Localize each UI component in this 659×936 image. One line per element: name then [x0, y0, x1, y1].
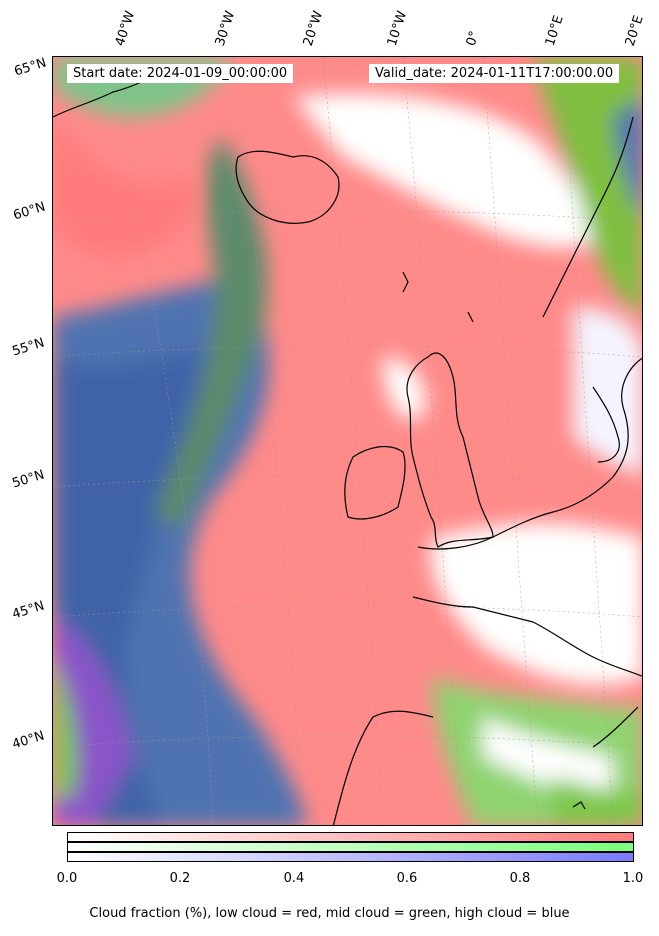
lon-label-30w: 30°W [212, 9, 239, 48]
colorbar-tick-2: 0.4 [283, 871, 305, 886]
mid-cloud-mediterranean [553, 777, 642, 825]
lat-label-60n: 60°N [11, 199, 48, 224]
lat-label-50n: 50°N [10, 467, 47, 492]
valid-date-label: Valid_date: 2024-01-11T17:00:00.00 [369, 64, 620, 83]
iberia-east-coast [592, 706, 639, 748]
mid-cloud-southwest [53, 657, 77, 797]
colorbar-high-cloud [67, 852, 634, 862]
low-cloud-west [53, 117, 195, 257]
lon-label-20e: 20°E [622, 13, 647, 49]
colorbar-tick-5: 1.0 [622, 871, 644, 886]
lon-label-0: 0° [463, 29, 483, 48]
colorbar-caption: Cloud fraction (%), low cloud = red, mid… [89, 906, 570, 921]
colorbar-tick-4: 0.8 [509, 871, 531, 886]
iceland-coast [235, 150, 340, 224]
lat-label-45n: 45°N [10, 598, 47, 623]
colorbar-tick-3: 0.6 [396, 871, 418, 886]
mid-cloud-band [153, 137, 268, 527]
lat-label-40n: 40°N [10, 728, 47, 753]
colorbar-mid-cloud [67, 842, 634, 852]
cloud-fraction-map: Start date: 2024-01-09_00:00:00 Valid_da… [52, 56, 643, 826]
colorbar [67, 832, 634, 866]
cloud-layers [53, 57, 642, 825]
colorbar-tick-0: 0.0 [56, 871, 78, 886]
clear-patch-north-sea [383, 357, 426, 420]
iberia-west-coast [332, 710, 434, 825]
great-britain-coast [406, 352, 494, 548]
clear-iberia [483, 717, 613, 797]
clear-france [431, 522, 642, 686]
clear-scandinavia [573, 307, 642, 477]
lon-label-20w: 20°W [300, 9, 327, 48]
start-date-label: Start date: 2024-01-09_00:00:00 [67, 64, 294, 83]
norway-coast [542, 116, 634, 318]
biscay-coast [412, 596, 642, 677]
faroe-coast [402, 271, 409, 293]
balearic-coast [572, 801, 586, 810]
lon-label-40w: 40°W [112, 9, 139, 48]
high-cloud-norway [613, 98, 642, 215]
colorbar-tick-1: 0.2 [169, 871, 191, 886]
denmark-coast [592, 386, 620, 463]
colorbar-graphic [67, 832, 634, 866]
colorbar-low-cloud [67, 832, 634, 842]
clear-north [293, 93, 613, 248]
continental-coast [417, 357, 642, 550]
lon-label-10e: 10°E [542, 13, 567, 49]
lat-label-55n: 55°N [10, 335, 47, 360]
lon-label-10w: 10°W [384, 9, 411, 48]
lat-label-65n: 65°N [12, 55, 49, 80]
shetland-coast [467, 311, 474, 323]
map-graphic [53, 57, 642, 825]
ireland-coast [344, 445, 406, 520]
